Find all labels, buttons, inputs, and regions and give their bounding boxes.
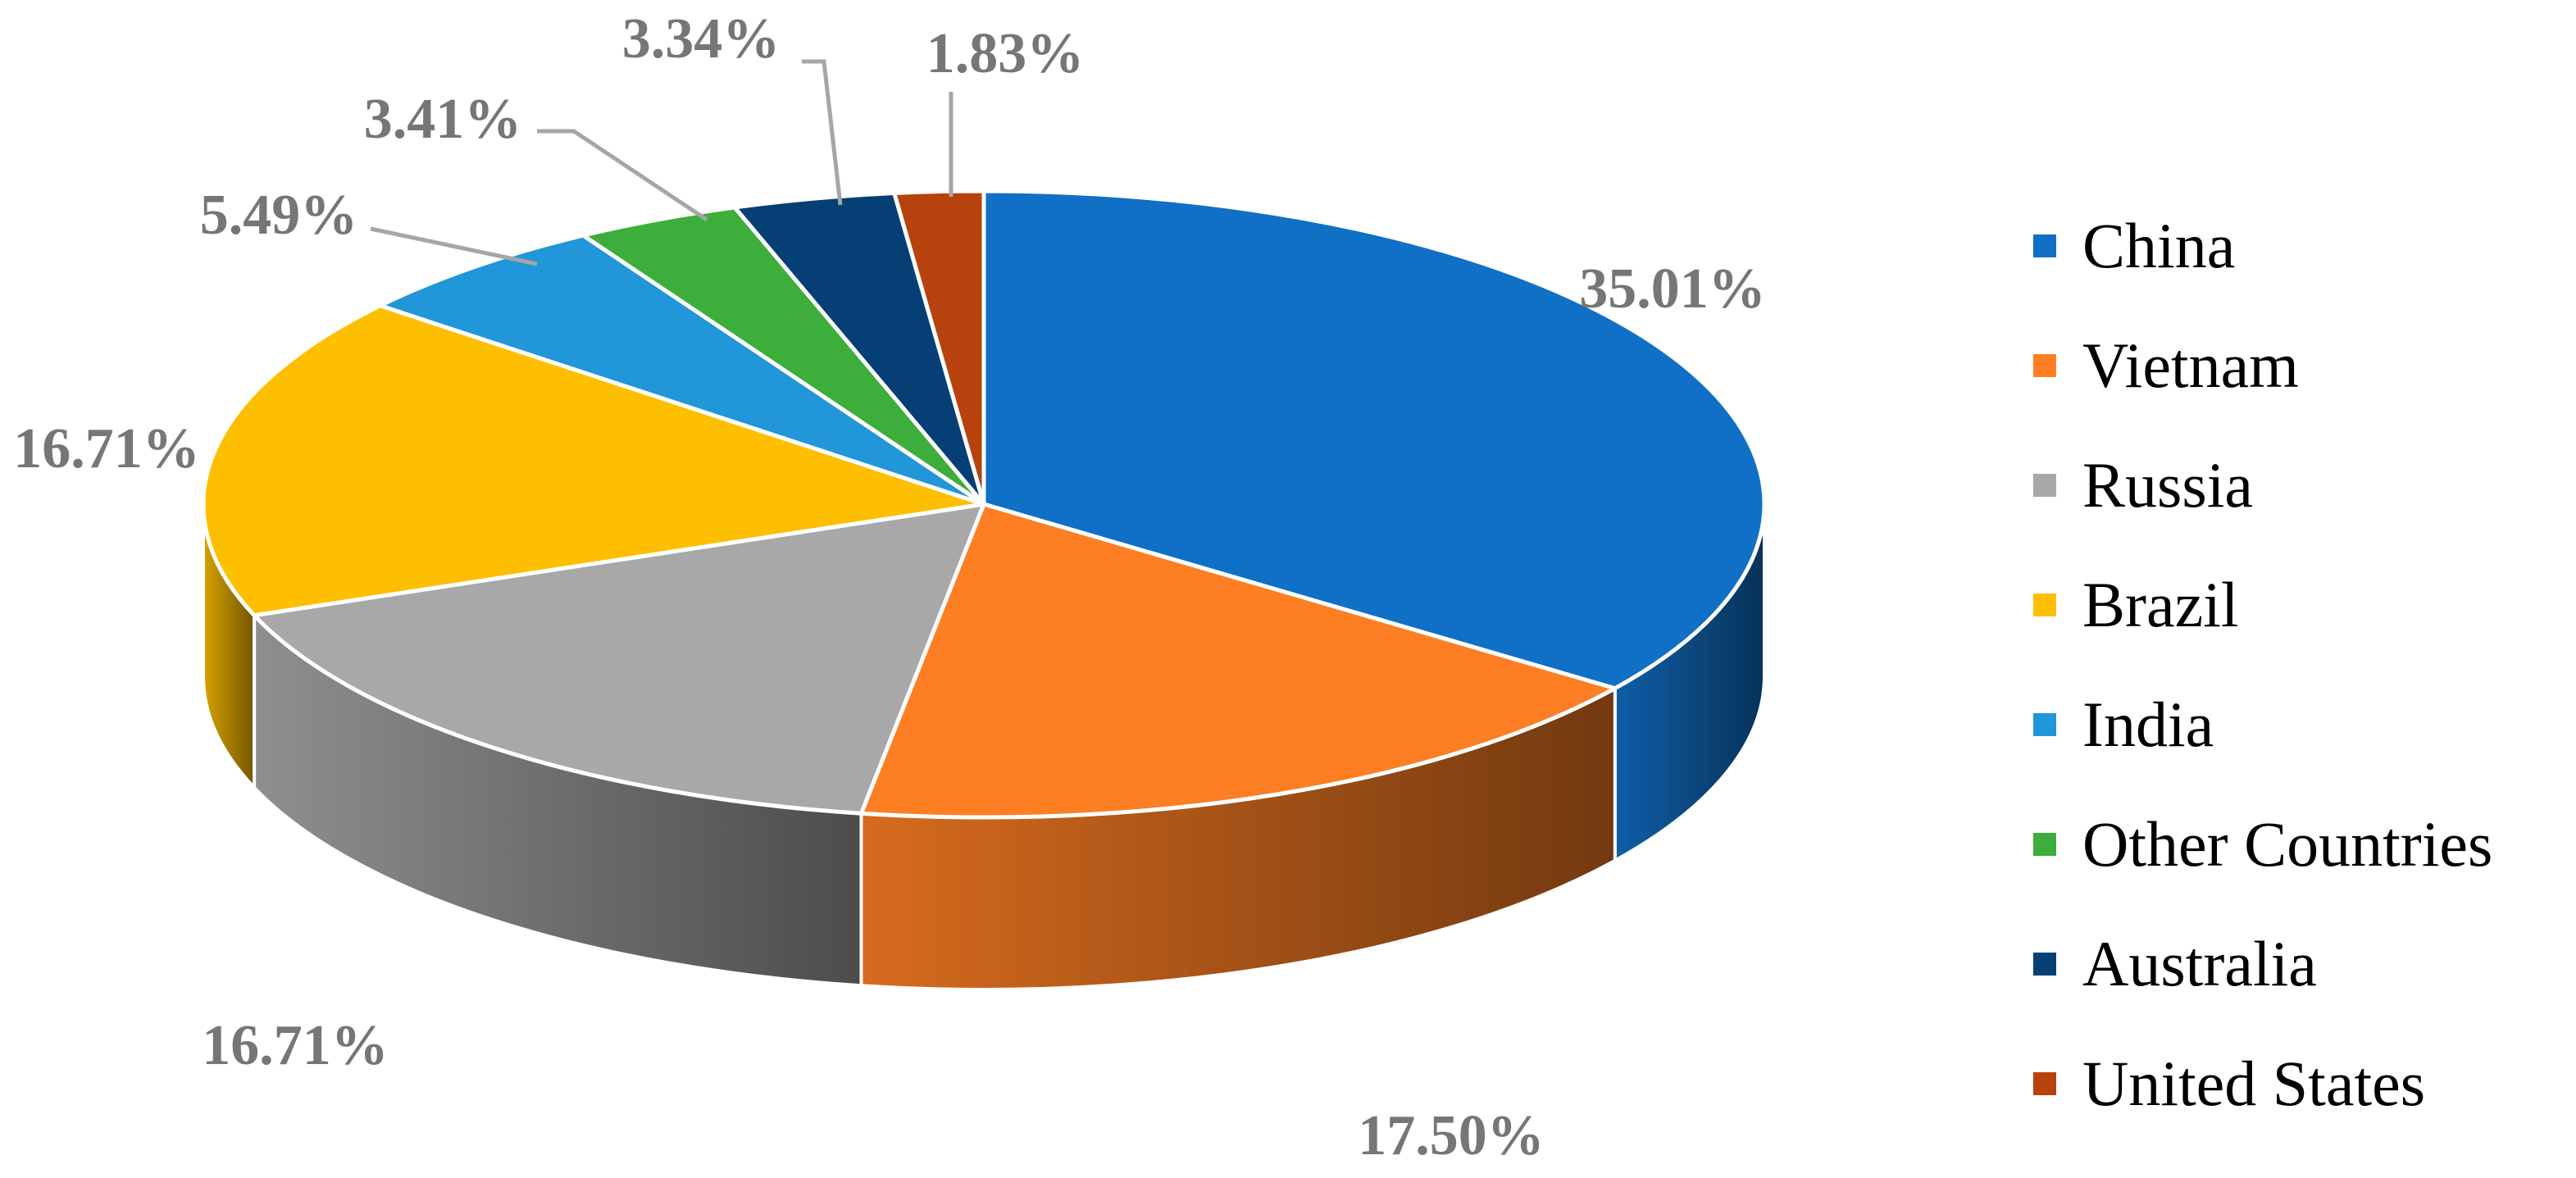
legend-label: Australia — [2082, 928, 2317, 999]
legend-swatch — [2033, 594, 2056, 616]
data-labels: 35.01% 17.50% 16.71% 16.71% 5.49%3.41% 3.34% 1… — [13, 7, 1766, 1167]
data-label-china: 35.01% — [1579, 257, 1766, 321]
slice-india — [378, 233, 986, 507]
legend-swatch — [2033, 833, 2056, 856]
legend-item-australia: Australia — [2033, 928, 2317, 999]
legend-item-brazil: Brazil — [2033, 569, 2239, 640]
legend-label: Other Countries — [2082, 808, 2492, 880]
legend-item-vietnam: Vietnam — [2033, 330, 2299, 401]
legend-item-india: India — [2033, 689, 2214, 760]
legend-swatch — [2033, 953, 2056, 976]
legend-label: Brazil — [2082, 569, 2239, 640]
legend-label: United States — [2082, 1048, 2425, 1119]
legend-swatch — [2033, 1072, 2056, 1095]
slice-united-states — [892, 189, 986, 507]
legend-label: Russia — [2082, 449, 2253, 521]
legend-swatch — [2033, 713, 2056, 736]
legend: China Vietnam Russia Brazil India Other Count… — [2033, 210, 2492, 1119]
legend-swatch — [2033, 234, 2056, 257]
pie-slices — [201, 189, 1767, 820]
label-leader-lines — [370, 59, 953, 266]
slice-vietnam — [858, 502, 1618, 820]
leader-line-india — [370, 226, 538, 266]
slice-china — [981, 189, 1767, 691]
legend-item-united-states: United States — [2033, 1048, 2425, 1119]
legend-item-other-countries: Other Countries — [2033, 808, 2492, 880]
data-label-other-countries: 3.41% — [364, 88, 522, 151]
legend-label: India — [2082, 689, 2214, 760]
data-label-united-states: 1.83% — [926, 22, 1085, 85]
data-label-vietnam: 17.50% — [1358, 1104, 1545, 1167]
data-label-brazil: 16.71% — [13, 417, 200, 480]
legend-item-russia: Russia — [2033, 449, 2253, 521]
legend-swatch — [2033, 354, 2056, 377]
data-label-india: 5.49% — [200, 184, 358, 247]
legend-label: China — [2082, 210, 2235, 281]
legend-swatch — [2033, 474, 2056, 497]
legend-item-china: China — [2033, 210, 2235, 281]
slice-brazil — [201, 303, 986, 618]
data-label-australia: 3.34% — [622, 7, 781, 70]
leader-line-australia — [802, 59, 843, 206]
data-label-russia: 16.71% — [202, 1014, 389, 1077]
leader-line-other-countries — [537, 129, 708, 222]
slice-russia — [252, 502, 986, 816]
legend-label: Vietnam — [2082, 330, 2299, 401]
